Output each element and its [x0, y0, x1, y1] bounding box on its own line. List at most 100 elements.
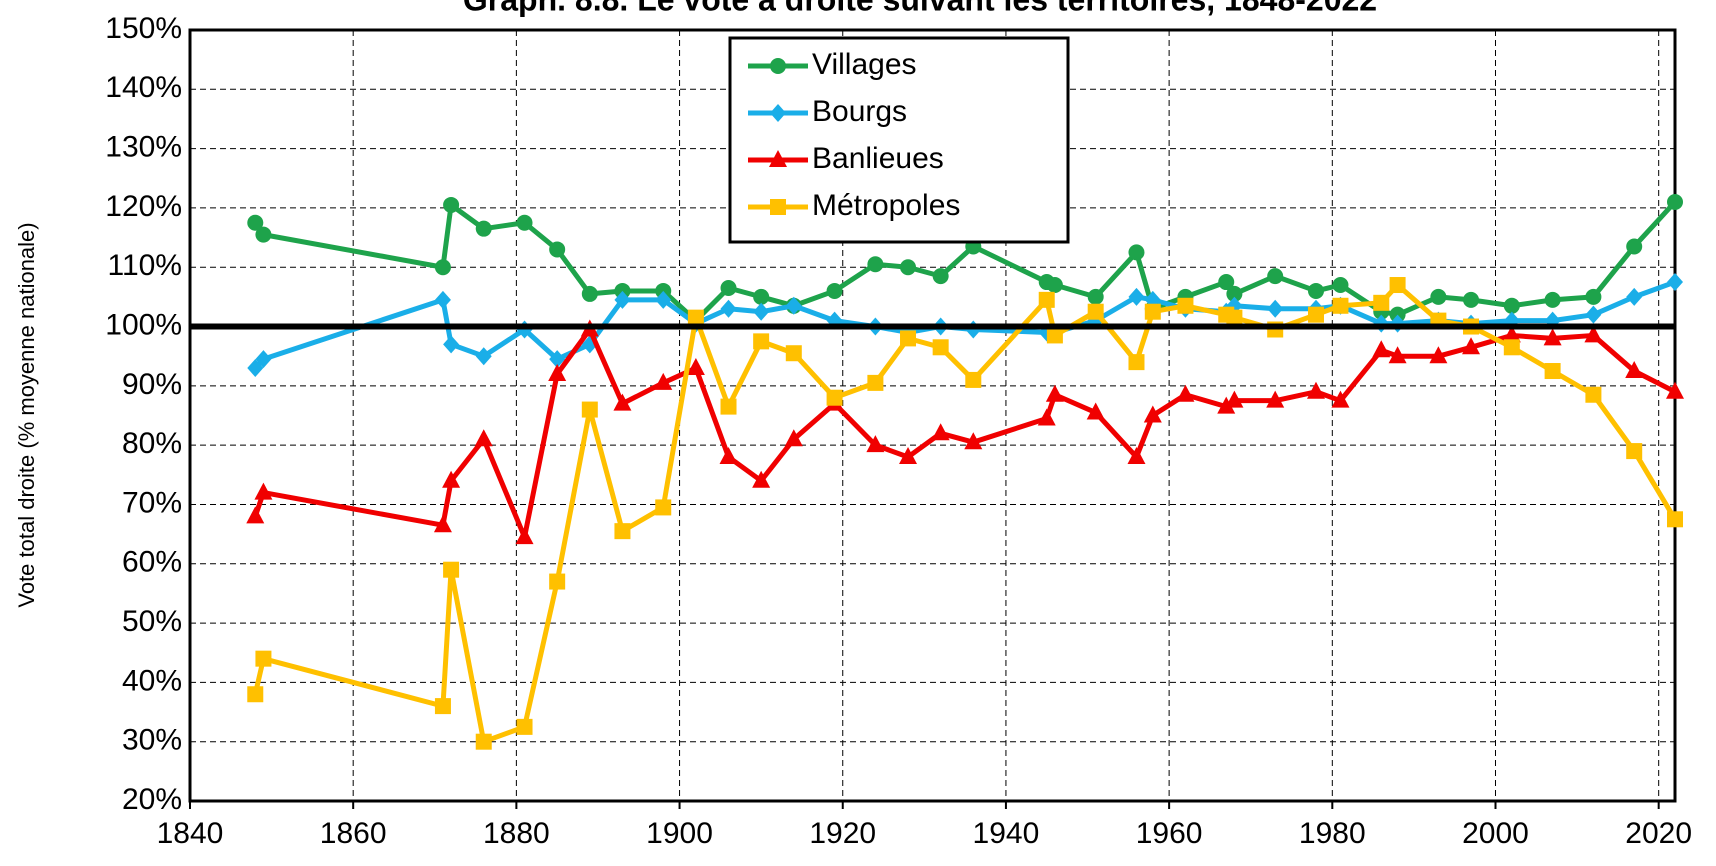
point — [1046, 277, 1063, 294]
point — [515, 527, 534, 545]
point — [1218, 274, 1235, 291]
point — [752, 470, 771, 488]
x-tick-label: 1920 — [809, 817, 876, 850]
point — [475, 733, 492, 750]
legend-label: Bourgs — [812, 95, 907, 128]
x-tick-label: 1980 — [1299, 817, 1366, 850]
y-tick-label: 130% — [105, 131, 182, 164]
series-line — [252, 282, 1678, 745]
point — [443, 561, 460, 578]
x-tick-label: 1940 — [973, 817, 1040, 850]
point — [931, 423, 950, 441]
point — [1127, 447, 1146, 465]
point — [1388, 346, 1407, 364]
point — [1217, 396, 1236, 414]
point — [753, 333, 770, 350]
y-tick-label: 90% — [122, 368, 182, 401]
point — [1226, 285, 1243, 302]
point — [769, 150, 787, 167]
point — [720, 398, 737, 415]
point — [247, 686, 264, 703]
point — [753, 288, 770, 305]
point — [1372, 340, 1391, 358]
point — [1389, 277, 1406, 294]
series-line — [252, 327, 1677, 540]
point — [1306, 381, 1325, 399]
point — [1543, 328, 1562, 346]
point — [1307, 282, 1324, 299]
point — [1503, 297, 1520, 314]
point — [516, 718, 533, 735]
y-tick-label: 70% — [122, 486, 182, 519]
point — [1429, 346, 1448, 364]
x-tick-label: 2020 — [1625, 817, 1692, 850]
point — [434, 290, 451, 309]
point — [720, 299, 737, 318]
point — [785, 296, 802, 315]
point — [1373, 294, 1390, 311]
point — [1667, 511, 1683, 528]
point — [1462, 337, 1481, 355]
point — [1502, 325, 1521, 343]
point — [1267, 268, 1284, 285]
point — [434, 698, 451, 715]
point — [867, 256, 884, 273]
plot-frame — [188, 28, 1677, 803]
point — [1225, 390, 1244, 408]
point — [932, 339, 949, 356]
y-tick-label: 120% — [105, 190, 182, 223]
point — [866, 435, 885, 453]
point — [1144, 303, 1161, 320]
point — [443, 335, 460, 354]
point — [613, 393, 632, 411]
point — [1226, 309, 1243, 326]
point — [548, 363, 567, 381]
point — [719, 447, 738, 465]
point — [1128, 244, 1145, 261]
point — [1128, 287, 1145, 306]
x-tick-label: 2000 — [1462, 817, 1529, 850]
point — [1086, 402, 1105, 420]
point — [255, 350, 272, 369]
point — [1585, 305, 1602, 324]
point — [549, 241, 566, 258]
point — [1430, 288, 1447, 305]
point — [1585, 386, 1602, 403]
point — [785, 345, 802, 362]
point — [255, 650, 272, 667]
legend-label: Métropoles — [812, 189, 960, 222]
point — [1128, 354, 1145, 371]
point — [770, 104, 786, 122]
point — [614, 290, 631, 309]
point — [474, 429, 493, 447]
point — [1087, 303, 1104, 320]
point — [1544, 291, 1561, 308]
y-tick-label: 100% — [105, 308, 182, 341]
point — [720, 279, 737, 296]
point — [1626, 238, 1643, 255]
point — [1544, 363, 1561, 380]
point — [475, 347, 492, 366]
y-tick-label: 30% — [122, 724, 182, 757]
chart-title: Graph. 8.8. Le vote à droite suivant les… — [463, 0, 1377, 17]
point — [1626, 443, 1643, 460]
point — [770, 58, 786, 74]
y-tick-label: 140% — [105, 71, 182, 104]
point — [826, 282, 843, 299]
point — [1625, 361, 1644, 379]
point — [1177, 297, 1194, 314]
point — [443, 196, 460, 213]
point — [784, 429, 803, 447]
x-tick-label: 1960 — [1136, 817, 1203, 850]
point — [434, 259, 451, 276]
point — [654, 372, 673, 390]
y-tick-label: 150% — [105, 12, 182, 45]
legend-label: Villages — [812, 48, 917, 81]
point — [655, 499, 672, 516]
point — [965, 371, 982, 388]
point — [1666, 381, 1684, 399]
y-tick-label: 110% — [107, 249, 182, 282]
point — [655, 290, 672, 309]
point — [442, 470, 461, 488]
